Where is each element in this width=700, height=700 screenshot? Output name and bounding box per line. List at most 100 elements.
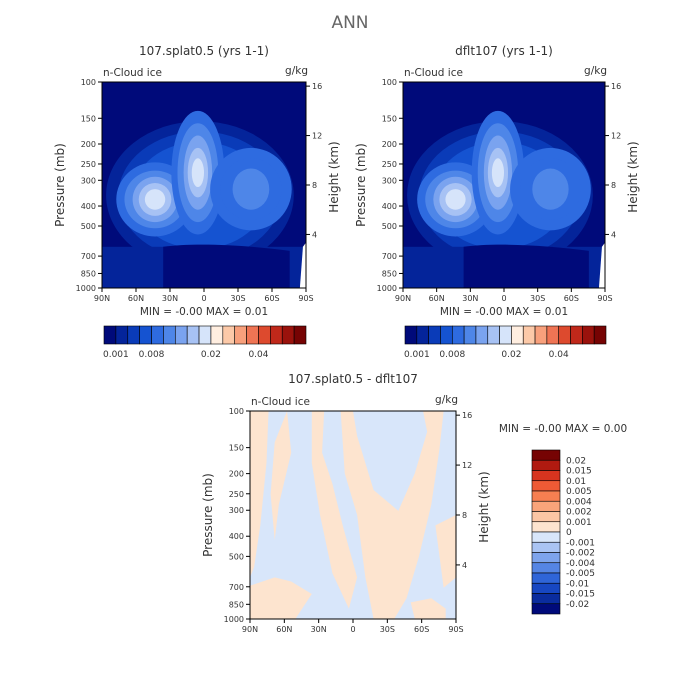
y-tick-label: 300	[382, 176, 397, 185]
contour-band-3-2	[532, 168, 569, 210]
contour-fill-group	[403, 110, 605, 288]
y-tick-label: 250	[81, 160, 96, 169]
colorbar-swatch	[531, 593, 561, 605]
colorbar-swatch	[531, 572, 561, 584]
colorbar-swatch	[531, 500, 561, 512]
colorbar-label: -0.002	[566, 549, 595, 559]
x-tick-label: 60S	[414, 625, 429, 634]
colorbar-label: 0.001	[404, 350, 430, 360]
x-tick-label: 90N	[395, 294, 411, 303]
colorbar-swatch	[139, 325, 152, 345]
units-label: g/kg	[584, 65, 607, 77]
colorbar-label: 0.02	[566, 456, 586, 466]
colorbar-swatch	[546, 325, 560, 345]
contour-positive-patch-3	[340, 411, 444, 619]
panel-model-b: dflt107 (yrs 1-1) n-Cloud ice g/kg 100 150 20…	[354, 44, 640, 360]
y-tick-label: 700	[382, 252, 397, 261]
y-axis-label: Pressure (mb)	[354, 143, 368, 227]
x-tick-label: 0	[501, 294, 506, 303]
colorbar-label: -0.005	[566, 569, 595, 579]
x-tick-label: 90S	[298, 294, 313, 303]
colorbar-swatch	[531, 459, 561, 471]
contour-positive-patch-4	[435, 515, 456, 588]
min-max-label: MIN = -0.00 MAX = 0.01	[140, 306, 268, 318]
y-axis-label: Pressure (mb)	[53, 143, 67, 227]
x-tick-label: 30N	[462, 294, 478, 303]
y2-tick-label: 16	[462, 411, 472, 420]
x-tick-label: 30N	[311, 625, 327, 634]
colorbar-swatch	[499, 325, 512, 345]
y-axis-label: Pressure (mb)	[201, 473, 215, 557]
colorbar-swatch	[487, 325, 500, 345]
y2-tick-label: 12	[462, 461, 472, 470]
colorbar-swatch	[475, 325, 489, 345]
colorbar-swatch	[531, 449, 561, 461]
colorbar-swatch	[222, 325, 236, 345]
colorbar-swatch	[210, 325, 224, 345]
colorbar-swatch	[151, 325, 164, 345]
y-tick-label: 150	[229, 444, 244, 453]
min-max-label: MIN = -0.00 MAX = 0.00	[499, 423, 627, 435]
x-tick-label: 0	[350, 625, 355, 634]
contour-darkest-lower	[463, 244, 589, 288]
colorbar-label: -0.001	[566, 538, 595, 548]
colorbar-swatch	[174, 325, 188, 345]
colorbar-swatch	[293, 325, 307, 345]
y-tick-label: 100	[81, 78, 96, 87]
y-tick-label: 500	[81, 222, 96, 231]
y-tick-label: 250	[229, 490, 244, 499]
y-tick-label: 400	[382, 202, 397, 211]
colorbar-label: 0.004	[566, 497, 592, 507]
y-tick-label: 150	[81, 114, 96, 123]
x-tick-label: 90S	[448, 625, 463, 634]
colorbar-swatch	[534, 325, 548, 345]
colorbar-swatch	[511, 325, 524, 345]
colorbar-swatch	[593, 325, 607, 345]
x-tick-label: 30S	[530, 294, 545, 303]
y-tick-label: 400	[229, 532, 244, 541]
x-tick-label: 60N	[429, 294, 445, 303]
colorbar-label: 0.005	[566, 487, 592, 497]
contour-band-3-2	[232, 168, 270, 210]
colorbar-label: 0.008	[139, 350, 165, 360]
panel-title: 107.splat0.5 (yrs 1-1)	[139, 44, 269, 58]
y2-tick-label: 12	[312, 132, 322, 141]
y2-axis-label: Height (km)	[626, 141, 640, 212]
colorbar-swatch	[428, 325, 441, 345]
y-tick-label: 500	[382, 222, 397, 231]
y-tick-label: 300	[81, 176, 96, 185]
y2-tick-label: 4	[462, 561, 467, 570]
colorbar-swatch	[115, 325, 129, 345]
colorbar-label: 0	[566, 528, 572, 538]
y-tick-label: 250	[382, 160, 397, 169]
variable-label: n-Cloud ice	[251, 396, 310, 408]
x-tick-label: 90N	[242, 625, 258, 634]
y-tick-label: 1000	[377, 284, 397, 293]
colorbar-swatch	[163, 325, 176, 345]
colorbar-label: 0.001	[103, 350, 129, 360]
colorbar-swatch	[270, 325, 283, 345]
x-tick-label: 30S	[380, 625, 395, 634]
colorbar-swatch	[531, 480, 561, 492]
colorbar-label: 0.015	[566, 467, 592, 477]
y-tick-label: 300	[229, 506, 244, 515]
panel-title: 107.splat0.5 - dflt107	[288, 372, 418, 386]
contour-positive-patch-1	[270, 411, 292, 540]
y2-tick-label: 16	[312, 82, 322, 91]
y-tick-label: 1000	[224, 615, 244, 624]
variable-label: n-Cloud ice	[404, 67, 463, 79]
contour-positive-patch-0	[250, 411, 269, 578]
colorbar-swatch	[531, 470, 561, 482]
contour-band-1-4	[144, 189, 166, 210]
x-tick-label: 0	[201, 294, 206, 303]
colorbar-swatch	[463, 325, 477, 345]
units-label: g/kg	[285, 65, 308, 77]
colorbar-swatch	[451, 325, 465, 345]
colorbar-swatch	[103, 325, 117, 345]
panel-model-a: 107.splat0.5 (yrs 1-1) n-Cloud ice g/kg 100…	[53, 44, 341, 360]
colorbar-swatch	[531, 603, 561, 615]
y2-axis-label: Height (km)	[327, 141, 341, 212]
colorbar-label: 0.02	[201, 350, 221, 360]
y-tick-label: 850	[229, 600, 244, 609]
